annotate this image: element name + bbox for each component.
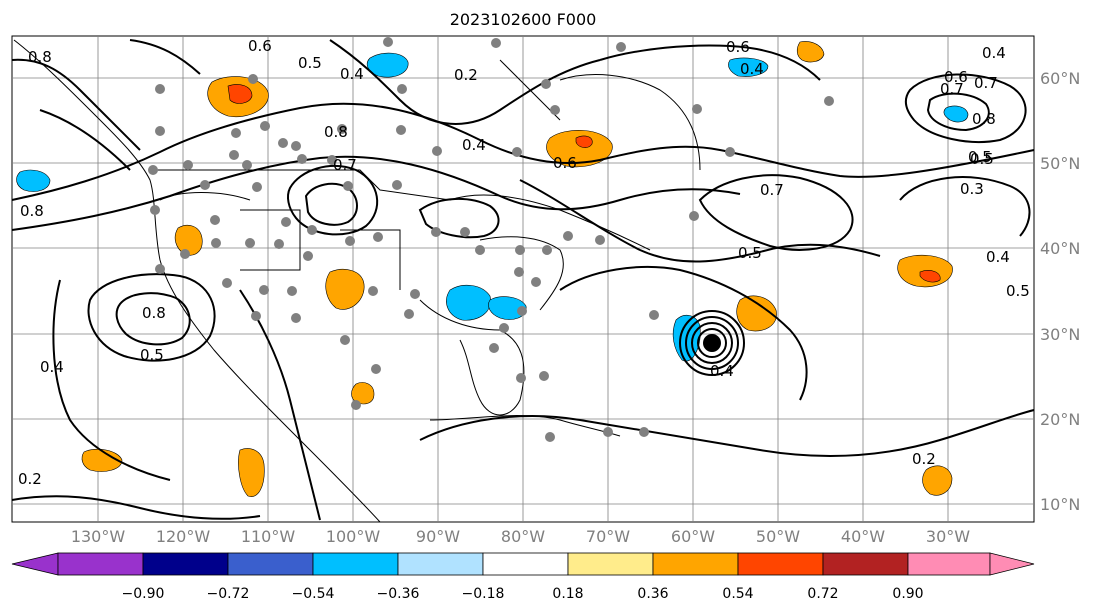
colorbar-bin (652, 552, 739, 576)
contour-label: 0.7 (974, 74, 998, 92)
contour-label: 0.8 (972, 110, 996, 128)
colorbar-bin (397, 552, 484, 576)
contour-label: 0.2 (454, 66, 478, 84)
colorbar-tick: −0.18 (462, 586, 505, 602)
colorbar-tick: −0.54 (292, 586, 335, 602)
contour-label: 0.6 (248, 37, 272, 55)
map-title: 2023102600 F000 (449, 10, 597, 29)
colorbar-tick: 0.90 (892, 586, 923, 602)
colorbar-bin (737, 552, 824, 576)
contour-label: 0.4 (986, 248, 1010, 266)
contour-label: 0.4 (462, 136, 486, 154)
contour-label: 0.5 (140, 346, 164, 364)
colorbar-bin (907, 552, 991, 576)
contour-label: 0.4 (740, 60, 764, 78)
lat-label: 60°N (1040, 69, 1080, 88)
colorbar-ticks: −0.90 −0.72 −0.54 −0.36 −0.18 0.18 0.36 … (122, 586, 924, 602)
longitude-labels: 130°W 120°W 110°W 100°W 90°W 80°W 70°W 6… (71, 527, 970, 546)
contour-label: 0.5 (1006, 282, 1030, 300)
contour-label: 0.7 (760, 181, 784, 199)
contour-label: 0.5 (968, 148, 992, 166)
contour-label: 0.7 (333, 156, 357, 174)
coastlines (13, 39, 701, 523)
station-dots (148, 37, 834, 442)
colorbar-tick: 0.36 (637, 586, 668, 602)
contour-label: 0.2 (18, 470, 42, 488)
shaded-fields (16, 41, 969, 497)
contour-label: 0.8 (28, 48, 52, 66)
contour-label: 0.7 (940, 80, 964, 98)
contour-label: 0.6 (553, 154, 577, 172)
latitude-labels: 60°N 50°N 40°N 30°N 20°N 10°N (1040, 69, 1080, 514)
colorbar-bin (11, 552, 59, 576)
contour-label: 0.4 (982, 44, 1006, 62)
contour-label: 0.6 (944, 68, 968, 86)
colorbar (11, 552, 1035, 576)
contour-label: 0.8 (20, 202, 44, 220)
lon-label: 100°W (326, 527, 381, 546)
contour-label: 0.3 (960, 180, 984, 198)
contour-lines (11, 39, 1035, 521)
colorbar-tick: −0.36 (377, 586, 420, 602)
contour-label: 0.5 (970, 150, 994, 168)
lon-label: 120°W (156, 527, 211, 546)
contour-label: 0.8 (324, 123, 348, 141)
contour-label: 0.6 (726, 38, 750, 56)
contour-label: 0.4 (40, 358, 64, 376)
colorbar-tick: −0.90 (122, 586, 165, 602)
lon-label: 50°W (756, 527, 800, 546)
lon-label: 30°W (926, 527, 970, 546)
lat-label: 40°N (1040, 239, 1080, 258)
lon-label: 70°W (586, 527, 630, 546)
lon-label: 90°W (416, 527, 460, 546)
lon-label: 130°W (71, 527, 126, 546)
contour-label: 0.2 (912, 450, 936, 468)
contour-label: 0.4 (710, 362, 734, 380)
colorbar-tick: 0.72 (807, 586, 838, 602)
lat-label: 30°N (1040, 325, 1080, 344)
colorbar-tick: −0.72 (207, 586, 250, 602)
colorbar-tick: 0.54 (722, 586, 753, 602)
lon-label: 40°W (841, 527, 885, 546)
colorbar-bin (227, 552, 314, 576)
colorbar-bin (312, 552, 399, 576)
cyclone-contours (679, 310, 745, 376)
contour-labels: 0.6 0.5 0.4 0.2 0.8 0.7 0.6 0.4 0.8 0.7 … (18, 37, 1030, 488)
colorbar-bin (57, 552, 144, 576)
colorbar-bin (822, 552, 909, 576)
contour-label: 0.8 (142, 304, 166, 322)
colorbar-bin (567, 552, 654, 576)
lat-label: 10°N (1040, 495, 1080, 514)
lat-label: 20°N (1040, 410, 1080, 429)
colorbar-bin (989, 552, 1035, 576)
colorbar-bin (482, 552, 569, 576)
lon-label: 60°W (671, 527, 715, 546)
contour-label: 0.5 (738, 244, 762, 262)
lon-label: 80°W (501, 527, 545, 546)
contour-label: 0.4 (340, 65, 364, 83)
colorbar-bin (142, 552, 229, 576)
lon-label: 110°W (241, 527, 296, 546)
colorbar-tick: 0.18 (552, 586, 583, 602)
lat-label: 50°N (1040, 154, 1080, 173)
contour-label: 0.5 (298, 54, 322, 72)
graticule (12, 36, 1034, 522)
